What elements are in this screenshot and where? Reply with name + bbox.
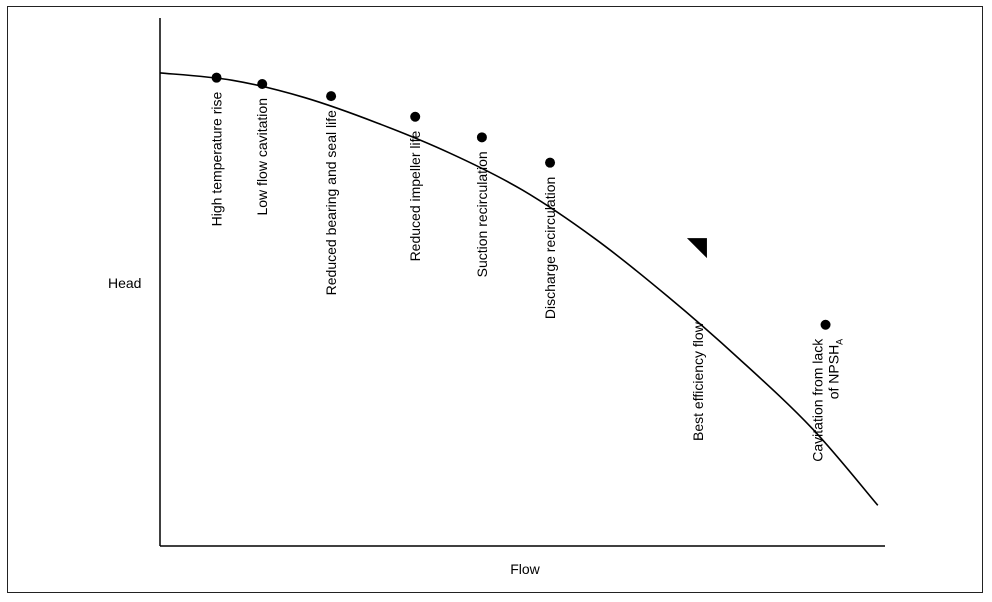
annotation-label: Cavitation from lackof NPSHA xyxy=(810,338,845,462)
annotation-label-subscript: A xyxy=(835,339,845,345)
annotation-label-line1: Cavitation from lack xyxy=(810,338,826,462)
annotation-label: Low flow cavitation xyxy=(254,98,270,216)
head-curve xyxy=(159,72,879,506)
curve-point-marker xyxy=(820,319,831,330)
chart-axes xyxy=(159,18,885,547)
annotation-label: High temperature rise xyxy=(209,91,225,226)
annotation-label: Reduced impeller life xyxy=(407,130,423,261)
y-axis-label: Head xyxy=(108,275,141,291)
curve-point-marker xyxy=(545,157,556,168)
curve-point-marker xyxy=(476,132,487,143)
curve-markers xyxy=(211,72,831,330)
annotation-labels: High temperature rise Low flow cavitation… xyxy=(209,91,845,461)
annotation-label: Reduced bearing and seal life xyxy=(323,110,339,295)
curve-point-marker xyxy=(410,111,421,122)
best-efficiency-marker xyxy=(686,238,707,259)
curve-point-marker xyxy=(211,72,222,83)
x-axis-label: Flow xyxy=(510,561,540,577)
curve-point-marker xyxy=(326,91,337,102)
curve-point-marker xyxy=(257,79,268,89)
annotation-label: Best efficiency flow xyxy=(690,321,706,441)
annotation-label: Discharge recirculation xyxy=(542,177,558,319)
annotation-label-line2: of NPSH xyxy=(826,345,842,399)
annotation-label: Suction recirculation xyxy=(474,151,490,277)
chart-frame xyxy=(7,6,983,593)
